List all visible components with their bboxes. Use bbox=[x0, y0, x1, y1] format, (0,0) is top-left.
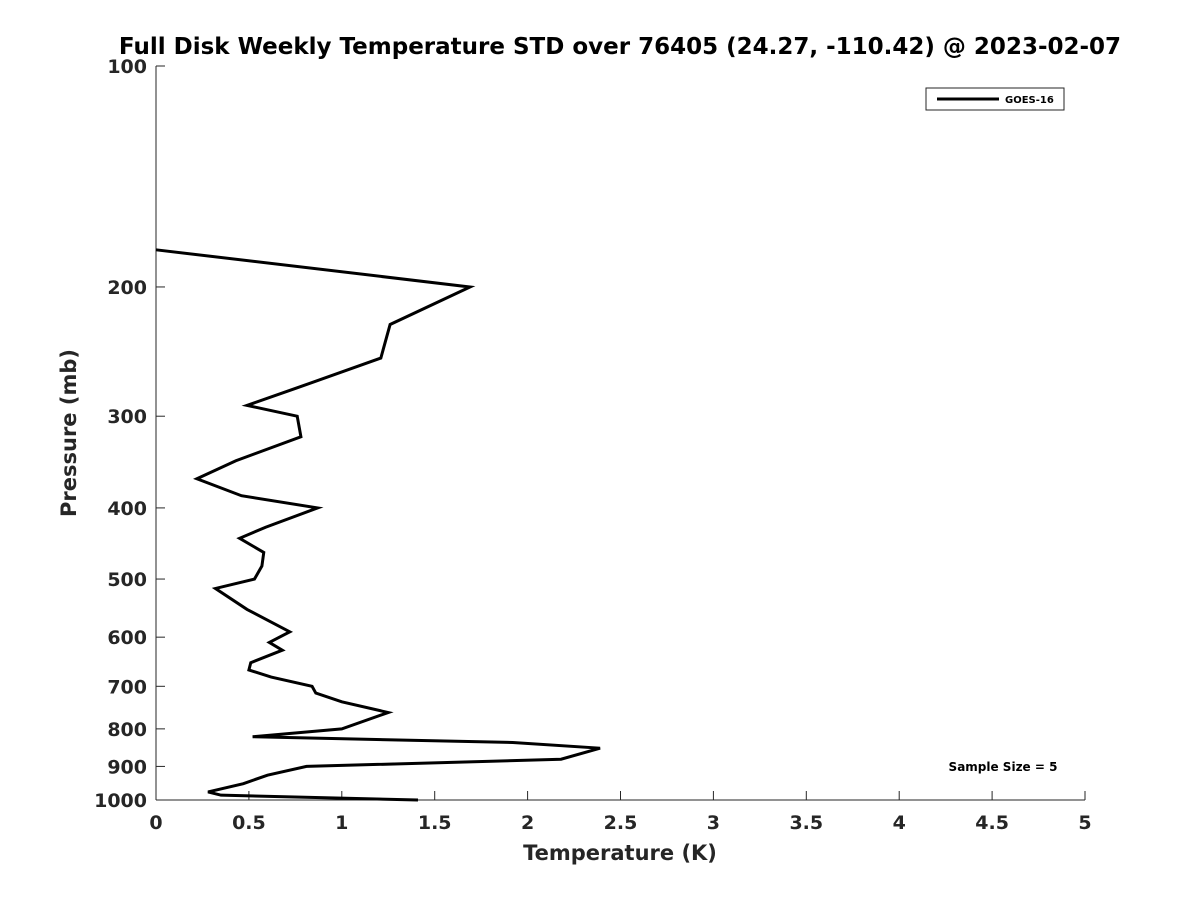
sample-size-annotation: Sample Size = 5 bbox=[949, 760, 1058, 774]
x-tick-label: 3.5 bbox=[789, 812, 823, 834]
y-tick-label: 400 bbox=[107, 498, 147, 520]
x-tick-label: 1 bbox=[335, 812, 348, 834]
x-tick-label: 0 bbox=[149, 812, 162, 834]
y-tick-label: 100 bbox=[107, 56, 147, 78]
y-tick-label: 200 bbox=[107, 277, 147, 299]
axes: 0 0.5 1 1.5 2 2.5 3 3.5 4 4.5 5 100 200 300 400 500 600 7… bbox=[94, 56, 1092, 834]
x-axis-label: Temperature (K) bbox=[523, 841, 717, 865]
x-tick-label: 2 bbox=[521, 812, 534, 834]
series-line-goes-16 bbox=[155, 248, 601, 802]
x-tick-label: 4 bbox=[893, 812, 906, 834]
x-tick-label: 2.5 bbox=[604, 812, 638, 834]
y-tick-label: 500 bbox=[107, 569, 147, 591]
y-axis-label: Pressure (mb) bbox=[57, 349, 81, 517]
series-layer bbox=[155, 248, 601, 802]
x-tick-label: 4.5 bbox=[975, 812, 1009, 834]
y-tick-label: 600 bbox=[107, 627, 147, 649]
chart-title: Full Disk Weekly Temperature STD over 76… bbox=[119, 34, 1121, 60]
legend: GOES-16 bbox=[925, 87, 1065, 111]
legend-label: GOES-16 bbox=[1005, 95, 1054, 106]
y-tick-label: 700 bbox=[107, 676, 147, 698]
x-tick-label: 3 bbox=[707, 812, 720, 834]
y-tick-label: 300 bbox=[107, 406, 147, 428]
y-tick-label: 1000 bbox=[94, 790, 147, 812]
x-tick-label: 0.5 bbox=[232, 812, 266, 834]
y-tick-label: 900 bbox=[107, 756, 147, 778]
x-tick-label: 1.5 bbox=[418, 812, 452, 834]
y-tick-label: 800 bbox=[107, 719, 147, 741]
x-tick-label: 5 bbox=[1078, 812, 1091, 834]
